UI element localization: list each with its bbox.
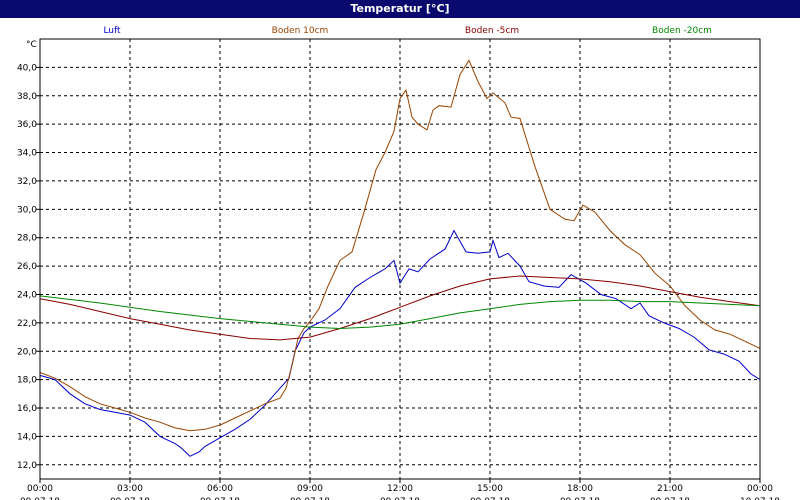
x-tick-time: 21:00 [657, 484, 683, 494]
x-tick-date: 10.07.18 [740, 497, 780, 500]
y-tick-label: 24,0 [17, 290, 37, 300]
y-tick-label: 36,0 [17, 120, 37, 130]
x-tick-time: 09:00 [297, 484, 323, 494]
x-tick-date: 09.07.18 [380, 497, 420, 500]
x-tick-time: 18:00 [567, 484, 593, 494]
grid-lines [40, 39, 760, 479]
series-lines [39, 59, 761, 457]
legend-entry: Boden 10cm [272, 26, 329, 36]
x-tick-time: 12:00 [387, 484, 413, 494]
y-tick-label: 28,0 [17, 234, 37, 244]
y-tick-label: 30,0 [17, 205, 37, 215]
window-title: Temperatur [°C] [0, 0, 800, 18]
y-tick-label: 26,0 [17, 262, 37, 272]
y-tick-label: 34,0 [17, 149, 37, 159]
x-tick-time: 15:00 [477, 484, 503, 494]
series-line-luft [39, 229, 761, 457]
legend-entry: Boden -5cm [465, 26, 519, 36]
y-tick-label: 16,0 [17, 404, 37, 414]
legend: Luft Boden 10cm Boden -5cm Boden -20cm [103, 26, 712, 36]
temperature-chart: 12,0 14,0 16,0 18,0 20,0 22,0 24,0 26,0 28,0 30,0… [17, 26, 780, 500]
x-tick-date: 09.07.18 [110, 497, 150, 500]
x-tick-date: 09.07.18 [20, 497, 60, 500]
x-tick-date: 09.07.18 [200, 497, 240, 500]
x-tick-time: 00:00 [747, 484, 773, 494]
plot-border [39, 38, 761, 480]
y-tick-label: 20,0 [17, 347, 37, 357]
y-tick-label: 32,0 [17, 177, 37, 187]
y-axis-ticks: 12,0 14,0 16,0 18,0 20,0 22,0 24,0 26,0 28,0 30,0… [17, 63, 40, 471]
y-tick-label: 38,0 [17, 92, 37, 102]
x-tick-date: 09.07.18 [290, 497, 330, 500]
series-line-boden-20cm [39, 295, 761, 330]
legend-entry: Boden -20cm [652, 26, 712, 36]
x-axis-ticks: 00:00 09.07.18 03:00 09.07.18 06:00 09.07.18 0… [20, 479, 780, 500]
legend-entry: Luft [103, 26, 121, 36]
y-tick-label: 18,0 [17, 376, 37, 386]
x-tick-time: 00:00 [27, 484, 53, 494]
y-tick-label: 22,0 [17, 319, 37, 329]
x-tick-date: 09.07.18 [470, 497, 510, 500]
x-tick-time: 03:00 [117, 484, 143, 494]
unit-label: °C [26, 40, 37, 50]
x-tick-time: 06:00 [207, 484, 233, 494]
y-tick-label: 40,0 [17, 63, 37, 73]
y-tick-label: 14,0 [17, 432, 37, 442]
x-tick-date: 09.07.18 [650, 497, 690, 500]
series-line-boden-5cm [39, 275, 761, 341]
x-tick-date: 09.07.18 [560, 497, 600, 500]
series-line-boden-10cm [39, 59, 761, 432]
y-tick-label: 12,0 [17, 461, 37, 471]
